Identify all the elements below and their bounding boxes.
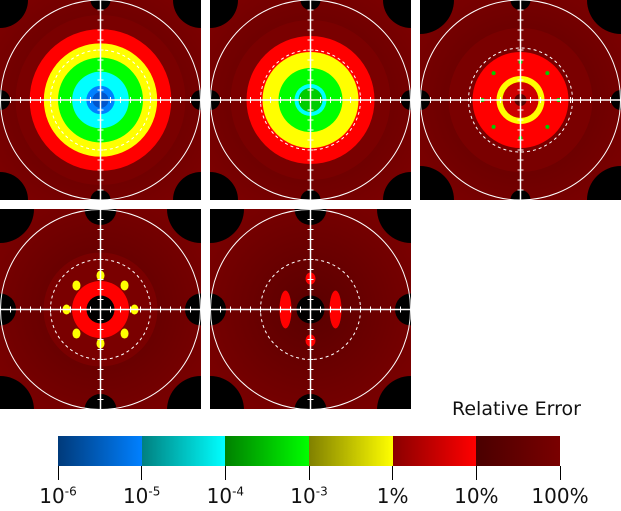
error-spot <box>72 328 81 339</box>
black-region <box>420 166 454 200</box>
colorbar-tick <box>224 466 226 480</box>
black-region <box>167 209 201 243</box>
tick-exponent: -3 <box>315 484 328 499</box>
black-region <box>210 172 238 200</box>
black-region <box>0 172 28 200</box>
black-region <box>420 0 454 34</box>
error-spot <box>120 280 129 291</box>
tick-exponent: -6 <box>64 484 77 499</box>
colorbar-segment <box>392 436 477 466</box>
error-map-panel-2 <box>210 0 411 200</box>
colorbar-tick-label: 10-6 <box>39 484 76 508</box>
black-region <box>0 0 28 28</box>
black-region <box>167 376 201 409</box>
error-spot <box>120 328 129 339</box>
colorbar-segment <box>141 436 226 466</box>
error-map-panel-3 <box>420 0 621 200</box>
colorbar-segment <box>58 436 142 466</box>
error-map-panel-5 <box>210 209 411 409</box>
colorbar-tick <box>475 466 477 480</box>
panel-5-svg <box>210 209 411 409</box>
panel-4-svg <box>0 209 201 409</box>
colorbar-tick-label: 1% <box>376 484 409 508</box>
black-region <box>210 209 244 243</box>
colorbar-tick <box>57 466 59 480</box>
tick-base: 10 <box>122 484 149 508</box>
panel-1-svg <box>0 0 201 200</box>
error-spot <box>545 71 550 76</box>
black-region <box>173 172 201 200</box>
error-spot <box>491 71 496 76</box>
tick-base: 10 <box>206 484 233 508</box>
colorbar-tick <box>308 466 310 480</box>
error-spot <box>491 124 496 129</box>
colorbar-tick-label: 10-3 <box>290 484 327 508</box>
black-region <box>587 0 621 34</box>
error-spot <box>72 280 81 291</box>
black-region <box>383 0 411 28</box>
black-region <box>383 172 411 200</box>
colorbar-tick-label: 10% <box>454 484 499 508</box>
black-region <box>377 376 411 409</box>
tick-base: 10 <box>290 484 316 508</box>
colorbar-tick-label: 100% <box>531 484 589 508</box>
black-region <box>587 166 621 200</box>
black-region <box>173 0 201 28</box>
black-region <box>210 376 244 409</box>
colorbar-segment <box>476 436 561 466</box>
black-region <box>0 376 34 409</box>
colorbar-tick <box>392 466 394 480</box>
colorbar-title: Relative Error <box>452 398 581 420</box>
error-map-panel-1 <box>0 0 201 200</box>
colorbar-tick-label: 10-4 <box>207 484 244 508</box>
tick-exponent: -5 <box>148 484 161 499</box>
black-region <box>210 0 238 28</box>
tick-exponent: -4 <box>232 484 245 499</box>
error-map-panel-4 <box>0 209 201 409</box>
colorbar-segment <box>225 436 310 466</box>
colorbar-tick-label: 10-5 <box>123 484 160 508</box>
colorbar-tick <box>141 466 143 480</box>
panel-2-svg <box>210 0 411 200</box>
tick-base: 10 <box>39 484 65 508</box>
colorbar <box>58 436 561 466</box>
error-spot <box>545 124 550 129</box>
colorbar-segment <box>309 436 393 466</box>
colorbar-tick <box>559 466 561 480</box>
black-region <box>377 209 411 243</box>
black-region <box>0 209 34 243</box>
panel-3-svg <box>420 0 621 200</box>
